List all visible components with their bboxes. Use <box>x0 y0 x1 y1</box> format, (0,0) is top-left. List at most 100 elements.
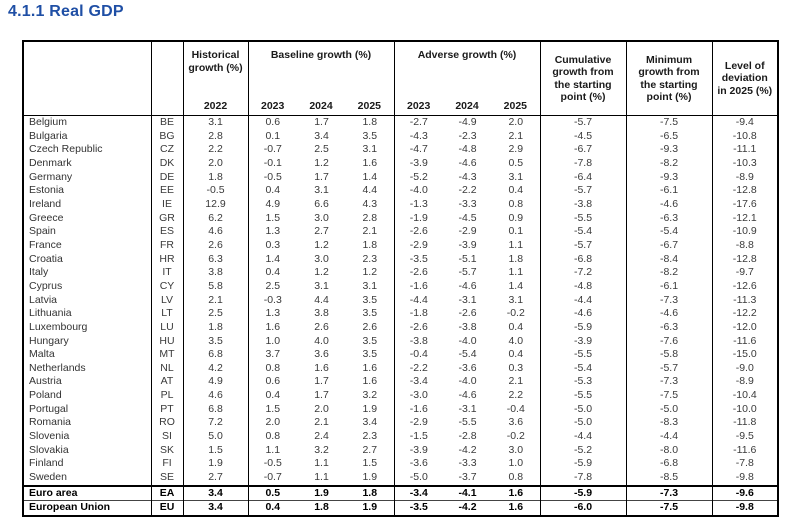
cell-historical-2022: 2.8 <box>183 129 249 144</box>
cell-adverse-2023: -1.9 <box>409 211 428 224</box>
cell-adverse-2024: -3.7 <box>458 471 477 484</box>
cell-historical-2022: 2.2 <box>183 143 249 157</box>
cell-cumulative: -4.4 <box>540 430 627 444</box>
cell-adverse-2024: -4.6 <box>458 279 477 292</box>
cell-adverse-2023: -3.5 <box>409 252 428 265</box>
cell-minimum: -9.3 <box>626 170 713 185</box>
cell-country: Czech Republic <box>23 143 152 157</box>
cell-baseline-2023: 0.8 <box>265 430 281 443</box>
table-row: Portugal PT 6.8 1.5 2.0 1.9 -1.6 -3.1 -0.4 -5.0 -5… <box>23 402 778 417</box>
cell-historical-2022: -0.5 <box>183 184 249 198</box>
cell-level: -8.8 <box>735 238 754 251</box>
cell-adverse-2023: -2.6 <box>409 225 428 238</box>
cell-adverse-2024: -3.1 <box>458 293 477 306</box>
cell-adverse-2024: -5.4 <box>458 348 477 361</box>
cell-adverse-2025: 0.8 <box>492 197 541 212</box>
table-row: Spain ES 4.6 1.3 2.7 2.1 -2.6 -2.9 0.1 -5.4 -5.4 -1… <box>23 225 778 239</box>
cell-level: -9.0 <box>735 361 754 374</box>
cell-country: Portugal <box>23 402 152 417</box>
cell-code: ES <box>151 225 184 239</box>
cell-adverse-2023: -1.3 <box>409 197 428 210</box>
cell-level: -9.8 <box>712 500 778 517</box>
cell-adverse-2024: -2.6 <box>458 307 477 320</box>
cell-level: -12.6 <box>732 279 757 292</box>
cell-minimum: -8.2 <box>626 266 713 280</box>
cell-adverse-2025: 1.4 <box>492 279 541 294</box>
cell-minimum: -5.7 <box>626 361 713 376</box>
col-header-code <box>151 41 184 116</box>
cell-cumulative: -7.2 <box>540 266 627 280</box>
cell-historical-2022: 6.2 <box>183 211 249 226</box>
cell-historical-2022: 3.4 <box>183 484 249 501</box>
cell-cumulative: -5.9 <box>540 484 627 501</box>
cell-code: RO <box>151 416 184 431</box>
cell-baseline-2025: 1.9 <box>346 500 395 517</box>
cell-level: -11.8 <box>733 416 757 429</box>
year-2023: 2023 <box>406 100 431 112</box>
cell-adverse-2025: 2.0 <box>492 115 541 130</box>
cell-minimum: -8.3 <box>626 416 713 431</box>
cell-baseline-2025: 1.8 <box>346 115 395 130</box>
cell-country: Finland <box>23 457 152 472</box>
table-row: Poland PL 4.6 0.4 1.7 3.2 -3.0 -4.6 2.2 -5.5 -7.5 -… <box>23 389 778 403</box>
cell-level: -10.9 <box>732 225 757 238</box>
cell-country: Euro area <box>23 484 152 501</box>
cell-level: -12.0 <box>732 320 757 333</box>
cell-baseline-2024: 4.4 <box>314 293 329 306</box>
cell-baseline-2024: 1.1 <box>314 471 329 484</box>
cell-code: SI <box>151 430 184 444</box>
cell-adverse-2025: -0.4 <box>492 402 541 417</box>
cell-baseline-2025: 2.8 <box>346 211 395 226</box>
cell-adverse-2024: -2.8 <box>458 430 477 443</box>
cell-adverse-2024: -4.5 <box>458 211 477 224</box>
cell-adverse-2025: 0.9 <box>492 211 541 226</box>
cell-minimum: -6.3 <box>626 211 713 226</box>
table-row: Euro area EA 3.4 0.5 1.9 1.8 -3.4 -4.1 1.6 -5.9 -7… <box>23 484 778 501</box>
cell-cumulative: -4.4 <box>540 293 627 308</box>
table-row: Bulgaria BG 2.8 0.1 3.4 3.5 -4.3 -2.3 2.1 -4.5 -6.… <box>23 129 778 144</box>
cell-level: -8.9 <box>735 375 754 388</box>
table-row: Czech Republic CZ 2.2 -0.7 2.5 3.1 -4.7 -4.8 2.9… <box>23 143 778 157</box>
cell-baseline-2024: 1.9 <box>297 484 346 501</box>
cell-adverse-2024: -4.6 <box>458 389 477 402</box>
cell-baseline-2025: 3.5 <box>346 307 395 321</box>
cell-baseline-2025: 1.6 <box>346 361 395 376</box>
cell-level: -10.3 <box>732 156 757 169</box>
cell-baseline-2023: -0.3 <box>263 293 282 306</box>
cell-baseline-2025: 1.4 <box>346 170 395 185</box>
cell-baseline-2023: -0.5 <box>263 457 282 470</box>
cell-level: -9.7 <box>735 266 754 279</box>
cell-country: European Union <box>23 500 152 517</box>
cell-baseline-2024: 1.7 <box>314 170 329 183</box>
cell-code: HR <box>151 252 184 267</box>
cell-baseline-2024: 1.6 <box>314 361 329 374</box>
cell-adverse-2025: -0.2 <box>492 307 541 321</box>
cell-adverse-2025: 4.0 <box>492 334 541 349</box>
cell-baseline-2023: -0.7 <box>263 143 282 156</box>
cell-baseline-2024: 1.7 <box>314 389 329 402</box>
table-body: Belgium BE 3.1 0.6 1.7 1.8 -2.7 -4.9 2.0 -5.7 -7.5… <box>23 115 778 517</box>
cell-cumulative: -5.9 <box>540 457 627 472</box>
cell-baseline-2024: 1.7 <box>314 375 329 388</box>
cell-baseline-2024: 2.4 <box>314 430 329 443</box>
table-row: Estonia EE -0.5 0.4 3.1 4.4 -4.0 -2.2 0.4 -5.7 -6.… <box>23 184 778 198</box>
cell-cumulative: -5.5 <box>540 211 627 226</box>
cell-code: DE <box>151 170 184 185</box>
cell-minimum: -7.6 <box>626 334 713 349</box>
cell-adverse-2023: -2.9 <box>409 416 428 429</box>
cell-code: FR <box>151 238 184 253</box>
table-row: Lithuania LT 2.5 1.3 3.8 3.5 -1.8 -2.6 -0.2 -4.6-… <box>23 307 778 321</box>
table-row: Slovenia SI 5.0 0.8 2.4 2.3 -1.5 -2.8 -0.2 -4.4 -4… <box>23 430 778 444</box>
cell-minimum: -7.3 <box>626 293 713 308</box>
cell-cumulative: -5.7 <box>540 115 627 130</box>
cell-baseline-2023: 0.1 <box>265 129 281 142</box>
cell-cumulative: -6.8 <box>540 252 627 267</box>
cell-minimum: -4.6 <box>626 197 713 212</box>
year-2024: 2024 <box>309 100 333 112</box>
cell-adverse-2025: -0.2 <box>492 430 541 444</box>
cell-country: Denmark <box>23 156 152 171</box>
cell-historical-2022: 2.6 <box>183 238 249 253</box>
cell-baseline-2023: -0.7 <box>263 471 282 484</box>
cell-historical-2022: 3.8 <box>183 266 249 280</box>
cell-adverse-2023: -3.4 <box>394 484 443 501</box>
